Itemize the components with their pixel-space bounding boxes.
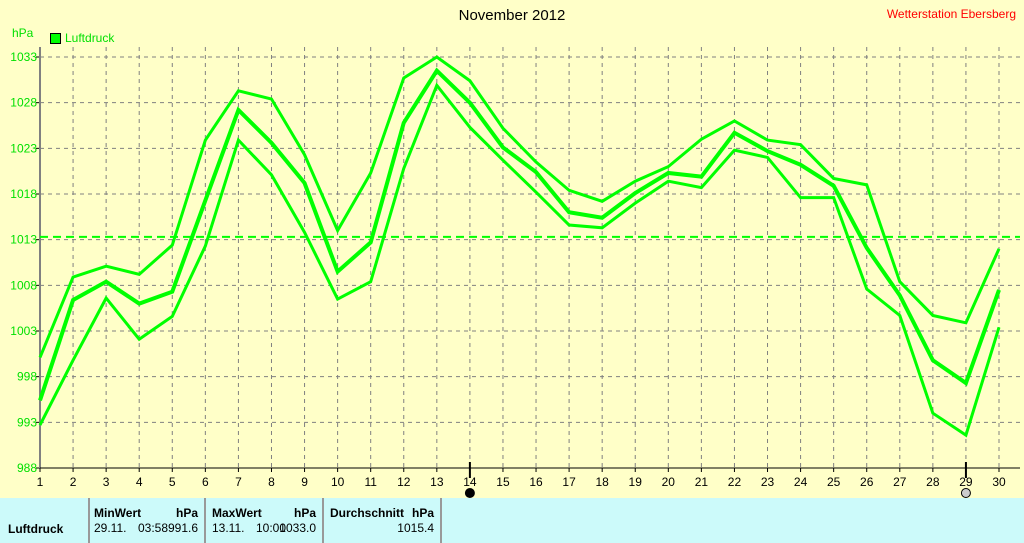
x-tick-label: 16 (529, 475, 543, 489)
x-tick-label: 2 (70, 475, 77, 489)
x-tick-label: 29 (959, 475, 973, 489)
legend-swatch (50, 32, 61, 44)
min-value: 991.6 (167, 521, 198, 535)
y-tick-label: 998 (17, 370, 37, 384)
y-tick-label: 1023 (10, 141, 37, 155)
x-tick-label: 20 (662, 475, 676, 489)
y-tick-label: 1033 (10, 50, 37, 64)
x-tick-label: 3 (103, 475, 110, 489)
y-tick-label: 1003 (10, 324, 37, 338)
x-tick-label: 8 (268, 475, 275, 489)
min-col: MinWert hPa 29.11. 03:58 991.6 (90, 498, 206, 543)
max-date: 13.11. (212, 521, 245, 535)
x-tick-label: 1 (37, 475, 44, 489)
x-tick-label: 10 (331, 475, 345, 489)
min-time: 03:58 (138, 521, 169, 535)
row-label-col: Luftdruck (0, 498, 90, 543)
y-axis-unit: hPa (12, 26, 34, 40)
x-tick-label: 4 (136, 475, 143, 489)
open-circle-icon (960, 488, 971, 498)
x-tick-label: 11 (364, 475, 377, 489)
y-tick-label: 1018 (10, 187, 37, 201)
x-tick-label: 24 (794, 475, 808, 489)
chart-title: November 2012 (458, 7, 566, 24)
x-tick-label: 19 (629, 475, 643, 489)
series-line (38, 55, 1001, 359)
x-tick-label: 7 (235, 475, 242, 489)
y-tick-label: 993 (17, 415, 37, 429)
x-tick-label: 18 (595, 475, 609, 489)
min-header: MinWert (94, 506, 142, 520)
series-line (38, 67, 1001, 402)
x-tick-label: 25 (827, 475, 841, 489)
x-tick-label: 30 (992, 475, 1006, 489)
x-tick-label: 22 (728, 475, 742, 489)
x-tick-label: 23 (761, 475, 775, 489)
x-tick-label: 26 (860, 475, 874, 489)
legend-label: Luftdruck (65, 31, 115, 45)
y-tick-label: 1013 (10, 233, 37, 247)
legend: Luftdruck (50, 31, 114, 45)
station-name: Wetterstation Ebersberg (886, 7, 1016, 21)
x-tick-label: 5 (169, 475, 176, 489)
avg-value: 1015.4 (397, 521, 434, 535)
stats-table: Luftdruck MinWert hPa 29.11. 03:58 991.6… (0, 498, 1024, 543)
min-date: 29.11. (94, 521, 127, 535)
x-tick-label: 14 (463, 475, 477, 489)
avg-col: Durchschnitt hPa 1015.4 (324, 498, 442, 543)
x-tick-label: 17 (562, 475, 576, 489)
x-tick-label: 9 (301, 475, 308, 489)
avg-header: Durchschnitt (330, 506, 405, 520)
max-value: 1033.0 (279, 521, 316, 535)
x-tick-label: 27 (893, 475, 907, 489)
max-header: MaxWert (212, 506, 262, 520)
x-tick-label: 21 (695, 475, 709, 489)
min-unit: hPa (175, 506, 198, 520)
y-tick-label: 1008 (10, 278, 37, 292)
x-tick-label: 12 (397, 475, 411, 489)
max-time: 10:00 (256, 521, 287, 535)
series-line (38, 82, 1001, 438)
x-tick-label: 15 (496, 475, 510, 489)
x-tick-label: 6 (202, 475, 209, 489)
y-tick-label: 1028 (10, 96, 37, 110)
y-tick-label: 988 (17, 461, 37, 475)
avg-unit: hPa (411, 506, 434, 520)
x-tick-label: 13 (430, 475, 444, 489)
max-unit: hPa (293, 506, 316, 520)
max-col: MaxWert hPa 13.11. 10:00 1033.0 (206, 498, 324, 543)
x-tick-label: 28 (926, 475, 940, 489)
filled-circle-icon (464, 488, 475, 498)
row-label: Luftdruck (8, 522, 64, 536)
chart-area: 1 2 3 4 5 6 7 8 9 10 11 12 13 14 15 16 17 18 19 20 21 22 23 24 2… (10, 47, 1020, 498)
